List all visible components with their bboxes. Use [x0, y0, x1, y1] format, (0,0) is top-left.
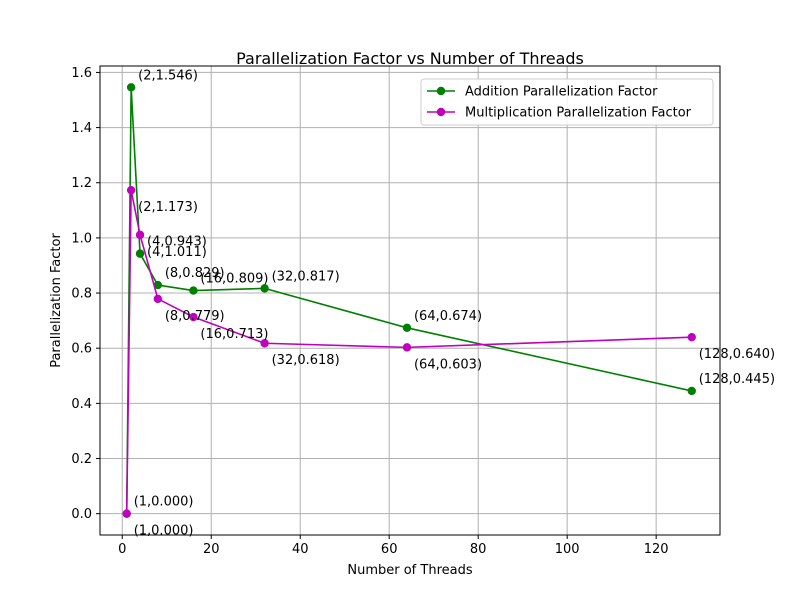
data-label: (16,0.809)	[200, 272, 268, 287]
y-tick-label: 0.2	[71, 452, 92, 467]
chart-title: Parallelization Factor vs Number of Thre…	[236, 49, 584, 68]
data-point	[260, 339, 269, 348]
data-point	[687, 332, 696, 342]
series-2	[122, 185, 696, 518]
data-point	[135, 249, 145, 258]
series-1	[122, 83, 696, 518]
x-tick-label: 100	[555, 542, 580, 557]
series-layer	[122, 83, 696, 518]
y-tick-label: 1.6	[71, 66, 92, 81]
data-point	[153, 280, 163, 290]
legend: Addition Parallelization Factor Multiplic…	[420, 78, 714, 126]
data-label: (8,0.829)	[165, 266, 225, 281]
legend-box	[420, 78, 714, 126]
data-point	[260, 284, 269, 293]
data-point	[153, 294, 163, 304]
data-point	[189, 286, 198, 295]
plot-frame	[99, 65, 721, 536]
data-point	[135, 230, 145, 240]
y-tick-label: 1.0	[71, 231, 92, 246]
x-tick-label: 120	[644, 542, 669, 557]
x-axis-label: Number of Threads	[347, 563, 472, 578]
legend-marker	[436, 107, 446, 117]
legend-label: Addition Parallelization Factor	[465, 85, 658, 100]
data-label: (128,0.445)	[699, 372, 775, 387]
ticks: 0 20 40 60 80 100 120 0.0 0.2 0.4 0.6 0.8 1.0 1.2 1.4 1…	[71, 66, 668, 557]
data-label: (1,0.000)	[134, 495, 194, 510]
data-point	[189, 312, 198, 322]
data-label: (1,0.000)	[134, 524, 194, 539]
x-tick-label: 60	[381, 542, 398, 557]
y-tick-label: 0.8	[71, 287, 92, 302]
data-label: (32,0.618)	[272, 353, 340, 368]
annotations: (1,0.000)(2,1.546)(4,0.943)(8,0.829)(16,…	[134, 68, 775, 538]
legend-label: Multiplication Parallelization Factor	[465, 106, 692, 121]
data-label: (4,0.943)	[147, 235, 207, 250]
y-tick-label: 0.6	[71, 342, 92, 357]
data-label: (128,0.640)	[699, 347, 775, 362]
y-tick-label: 0.4	[71, 397, 92, 412]
data-label: (64,0.674)	[414, 309, 482, 324]
data-label: (2,1.173)	[138, 200, 198, 215]
x-tick-label: 80	[470, 542, 487, 557]
data-label: (64,0.603)	[414, 357, 482, 372]
data-point	[402, 343, 412, 352]
x-tick-label: 0	[118, 542, 126, 557]
data-label: (4,1.011)	[147, 245, 207, 260]
data-point	[687, 386, 696, 396]
data-point	[122, 509, 131, 518]
x-tick-label: 40	[292, 542, 309, 557]
y-tick-label: 1.2	[71, 176, 92, 191]
y-tick-label: 1.4	[71, 121, 92, 136]
data-label: (16,0.713)	[200, 327, 268, 342]
data-label: (8,0.779)	[165, 309, 225, 324]
series-line	[125, 86, 692, 514]
x-tick-label: 20	[203, 542, 220, 557]
data-point	[126, 83, 136, 92]
data-point	[126, 185, 136, 195]
series-line	[125, 189, 692, 514]
data-label: (32,0.817)	[272, 269, 340, 284]
y-tick-label: 0.0	[71, 507, 92, 522]
y-axis-label: Parallelization Factor	[49, 233, 64, 368]
data-point	[402, 323, 412, 333]
legend-marker	[436, 86, 446, 96]
data-label: (2,1.546)	[138, 68, 198, 83]
